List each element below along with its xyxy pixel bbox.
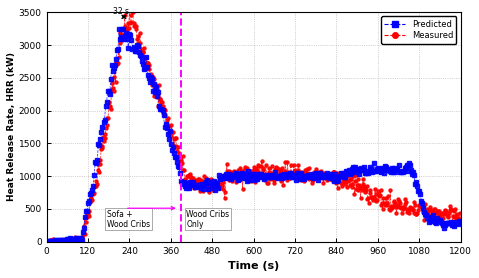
- Measured: [122, 13, 127, 16]
- Measured: [458, 218, 464, 222]
- Text: 32 s: 32 s: [113, 7, 129, 16]
- Predicted: [120, 27, 126, 31]
- Line: Predicted: Predicted: [45, 27, 462, 243]
- Measured: [182, 177, 187, 180]
- Predicted: [254, 178, 260, 181]
- Legend: Predicted, Measured: Predicted, Measured: [381, 16, 456, 44]
- Predicted: [195, 183, 201, 187]
- Y-axis label: Heat Release Rate, HRR (kW): Heat Release Rate, HRR (kW): [7, 53, 16, 202]
- Line: Measured: Measured: [45, 6, 462, 243]
- Text: Sofa +
Wood Cribs: Sofa + Wood Cribs: [107, 210, 150, 229]
- Measured: [446, 211, 452, 214]
- Predicted: [310, 177, 316, 180]
- Measured: [70, 239, 76, 242]
- Predicted: [349, 168, 355, 171]
- Measured: [126, 6, 132, 9]
- Predicted: [44, 239, 49, 242]
- Predicted: [458, 222, 464, 226]
- Predicted: [99, 130, 104, 134]
- Measured: [44, 239, 49, 242]
- Predicted: [45, 240, 50, 243]
- Measured: [45, 240, 50, 243]
- Measured: [432, 207, 437, 210]
- Predicted: [273, 170, 278, 174]
- Measured: [375, 189, 381, 193]
- Text: Wood Cribs
Only: Wood Cribs Only: [186, 210, 229, 229]
- X-axis label: Time (s): Time (s): [228, 261, 279, 271]
